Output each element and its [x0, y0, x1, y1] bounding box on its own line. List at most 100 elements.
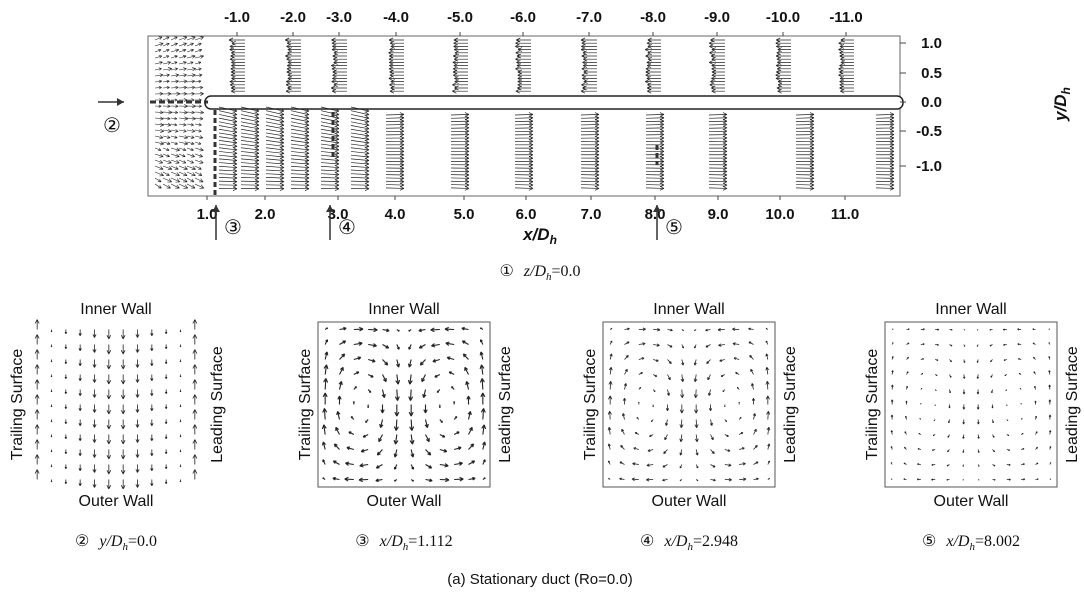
vector — [962, 479, 965, 481]
vector — [385, 132, 405, 137]
vector — [164, 464, 168, 469]
vector — [178, 36, 188, 41]
vector — [92, 419, 97, 428]
vector — [154, 79, 163, 84]
vector — [839, 63, 854, 68]
vector — [453, 416, 458, 420]
vector — [645, 142, 665, 148]
vector — [645, 159, 665, 164]
vector — [178, 48, 187, 53]
vector — [645, 179, 665, 184]
right-tick-label: 1.0 — [921, 35, 942, 52]
vector — [646, 463, 654, 467]
vector — [92, 329, 97, 338]
vector — [839, 44, 854, 49]
vector — [645, 72, 661, 78]
vector — [1035, 462, 1039, 465]
marker-arrow-head — [212, 205, 220, 212]
vector — [385, 175, 405, 181]
vector — [583, 79, 597, 84]
vector — [667, 359, 672, 365]
vector — [360, 448, 369, 453]
vector — [410, 464, 415, 470]
vector — [170, 147, 180, 152]
vector — [1019, 387, 1022, 390]
vector — [290, 168, 310, 174]
vector — [339, 326, 347, 331]
vector — [106, 344, 112, 355]
vector — [194, 42, 202, 47]
vector — [164, 344, 168, 349]
vector — [705, 344, 711, 348]
vector — [322, 459, 326, 465]
vector — [653, 327, 661, 332]
vector — [230, 88, 245, 94]
vector — [154, 147, 162, 151]
y-label-main: y/D — [1051, 94, 1070, 121]
vector — [875, 125, 895, 131]
vector — [891, 370, 894, 375]
vector — [719, 359, 725, 362]
panel-frame — [602, 321, 776, 488]
vector — [353, 356, 362, 361]
vector — [450, 128, 470, 134]
vector — [976, 389, 980, 395]
vector — [619, 477, 625, 481]
vector — [170, 61, 178, 65]
vector — [450, 118, 470, 124]
vector — [178, 141, 189, 146]
vector — [645, 53, 661, 59]
vector — [106, 404, 112, 415]
vector — [608, 460, 611, 465]
vector — [748, 327, 754, 331]
vector — [408, 344, 412, 350]
vector — [638, 342, 646, 346]
vector — [64, 464, 68, 469]
vector — [514, 125, 534, 131]
vector — [229, 44, 245, 49]
vector — [468, 460, 476, 465]
vector — [906, 356, 910, 360]
vector — [738, 432, 744, 435]
vector — [633, 447, 639, 450]
vector — [240, 164, 260, 170]
vector — [479, 339, 484, 345]
vector — [580, 182, 600, 188]
vector — [287, 76, 301, 81]
divider-wall — [204, 95, 904, 110]
vector — [517, 82, 531, 88]
vector — [162, 104, 171, 108]
vector — [186, 165, 196, 171]
vector — [424, 419, 429, 428]
vector — [407, 359, 412, 368]
vector — [1017, 358, 1022, 360]
vector — [64, 434, 68, 439]
vector — [580, 135, 600, 141]
vector — [946, 464, 950, 467]
vector — [1048, 399, 1052, 405]
vector — [320, 147, 340, 152]
vector — [150, 449, 154, 456]
vector — [218, 147, 238, 152]
top-tick-label: -5.0 — [447, 9, 473, 26]
top-tick-label: -8.0 — [640, 9, 666, 26]
vector — [162, 42, 170, 47]
vector — [170, 171, 180, 177]
vector — [350, 416, 355, 420]
vector — [162, 141, 171, 146]
vector — [135, 404, 140, 413]
vector — [323, 364, 329, 375]
vector — [711, 47, 725, 52]
vector — [580, 152, 600, 158]
vector — [290, 106, 310, 113]
vector — [667, 374, 671, 381]
vector — [1034, 400, 1037, 405]
vector — [135, 344, 140, 353]
vector — [192, 454, 198, 465]
vector — [120, 464, 126, 475]
vector — [439, 434, 446, 438]
vector — [170, 55, 178, 59]
vector — [339, 340, 347, 345]
vector — [795, 152, 815, 158]
